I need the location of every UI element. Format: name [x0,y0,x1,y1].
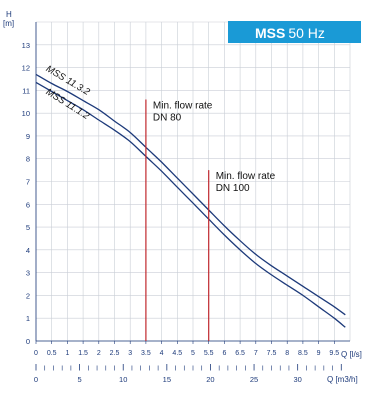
x-tick-label: 3 [128,350,132,357]
y-tick-label: 10 [22,109,30,118]
y-tick-label: 11 [22,86,30,95]
badge-background [228,21,361,43]
x-tick-label: 6.5 [235,350,245,357]
y-tick-label: 1 [26,314,30,323]
badge-frequency: 50 Hz [288,25,325,41]
x-tick-label: 4 [160,350,164,357]
x2-tick-label: 30 [293,375,301,384]
y-tick-label: 13 [22,41,30,50]
grid [35,21,351,342]
min-flow-size-1: DN 80 [153,112,182,123]
x2-tick-label: 0 [34,375,38,384]
x2-tick-label: 25 [250,375,258,384]
x2-tick-label: 20 [206,375,214,384]
x-tick-label: 2.5 [110,350,120,357]
x-tick-label: 0.5 [47,350,57,357]
y-tick-label: 3 [26,269,30,278]
x-tick-label: 1.5 [78,350,88,357]
y-tick-label: 8 [26,155,30,164]
title-badge: MSS 50 Hz [228,21,361,43]
x-tick-label: 6 [222,350,226,357]
series-line-1 [35,73,346,316]
series-line-2 [35,81,346,328]
x2-tick-label: 10 [119,375,127,384]
y-tick-label: 2 [26,291,30,300]
y-tick-label: 5 [26,223,30,232]
x-tick-label: 1 [65,350,69,357]
y-tick-label: 9 [26,132,30,141]
y-tick-label: 12 [22,64,30,73]
x-tick-label: 3.5 [141,350,151,357]
x2-tick-label: 15 [163,375,171,384]
x-tick-label: 9.5 [329,350,339,357]
x-tick-label: 0 [34,350,38,357]
x-tick-label: 5.5 [204,350,214,357]
x-tick-label: 8 [285,350,289,357]
y-tick-label: 0 [26,337,30,346]
axes: H [m] Q [l/s] Q [m3/h] 01234567891011121… [3,10,362,384]
x-tick-label: 4.5 [172,350,182,357]
x-tick-label: 8.5 [298,350,308,357]
min-flow-size-2: DN 100 [216,183,250,194]
y-axis-label: H [6,10,12,19]
x2-tick-label: 5 [78,375,82,384]
min-flow-label-2: Min. flow rate [216,171,276,182]
x-axis-label: Q [l/s] [341,350,362,359]
x-axis-secondary-label: Q [m3/h] [327,375,358,384]
x-tick-label: 9 [317,350,321,357]
y-tick-label: 6 [26,200,30,209]
x-tick-label: 5 [191,350,195,357]
x-tick-label: 7 [254,350,258,357]
min-flow-label-1: Min. flow rate [153,100,213,111]
x-tick-label: 7.5 [267,350,277,357]
y-tick-label: 7 [26,178,30,187]
badge-title: MSS 50 Hz [255,25,325,41]
x-tick-label: 2 [97,350,101,357]
badge-brand: MSS [255,25,285,41]
y-axis-unit: [m] [3,19,14,28]
y-tick-label: 4 [26,246,30,255]
